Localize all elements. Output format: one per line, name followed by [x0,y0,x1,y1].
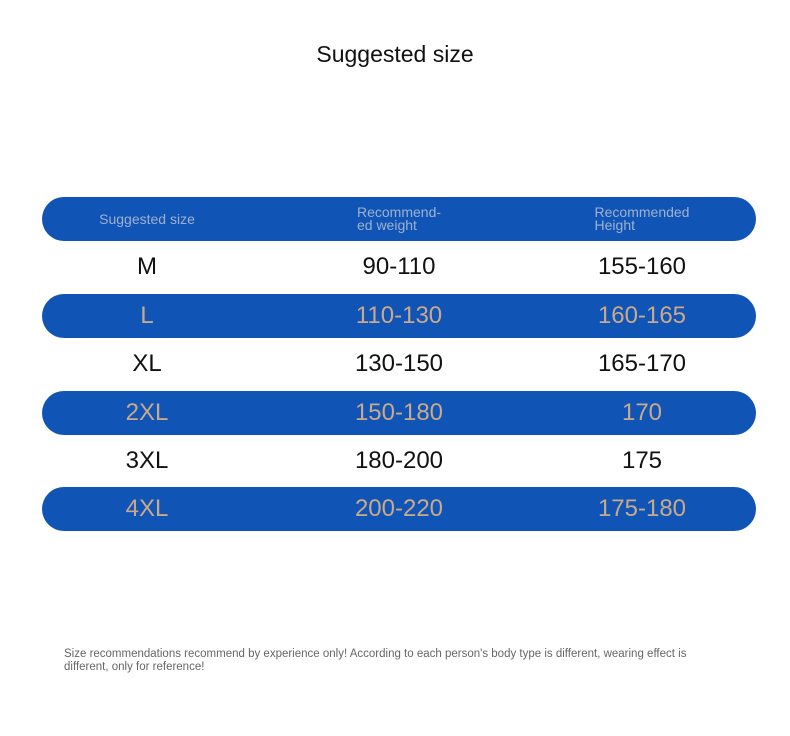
table-row: 4XL 200-220 175-180 [42,487,756,531]
header-cell-size: Suggested size [67,197,227,241]
height-cell: 165-170 [597,350,687,377]
height-cell: 175-180 [597,495,687,522]
height-cell: 155-160 [597,253,687,280]
table-row: XL 130-150 165-170 [42,342,756,386]
weight-cell: 130-150 [354,350,444,377]
header-weight-label: Recommend- ed weight [356,204,442,233]
weight-cell: 90-110 [362,253,436,280]
size-cell: 3XL [125,447,169,474]
weight-cell: 180-200 [354,447,444,474]
table-row: 3XL 180-200 175 [42,439,756,483]
header-height-label: Recommended Height [594,204,690,233]
height-cell: 170 [621,399,663,426]
table-row: 2XL 150-180 170 [42,391,756,435]
weight-cell: 150-180 [354,399,444,426]
size-cell: XL [132,350,162,377]
size-cell: 2XL [125,399,169,426]
weight-cell: 110-130 [355,302,443,329]
weight-cell: 200-220 [354,495,444,522]
height-cell: 175 [621,447,663,474]
table-header: Suggested size Recommend- ed weight Reco… [42,197,756,241]
header-cell-height: Recommended Height [542,197,742,241]
size-cell: L [140,302,154,329]
size-cell: 4XL [125,495,169,522]
header-size-label: Suggested size [99,210,195,227]
height-cell: 160-165 [597,302,687,329]
table-row: M 90-110 155-160 [42,245,756,289]
disclaimer-note: Size recommendations recommend by experi… [64,648,687,673]
header-cell-weight: Recommend- ed weight [304,197,494,241]
size-cell: M [137,253,157,280]
page-title: Suggested size [316,41,474,67]
table-row: L 110-130 160-165 [42,294,756,338]
